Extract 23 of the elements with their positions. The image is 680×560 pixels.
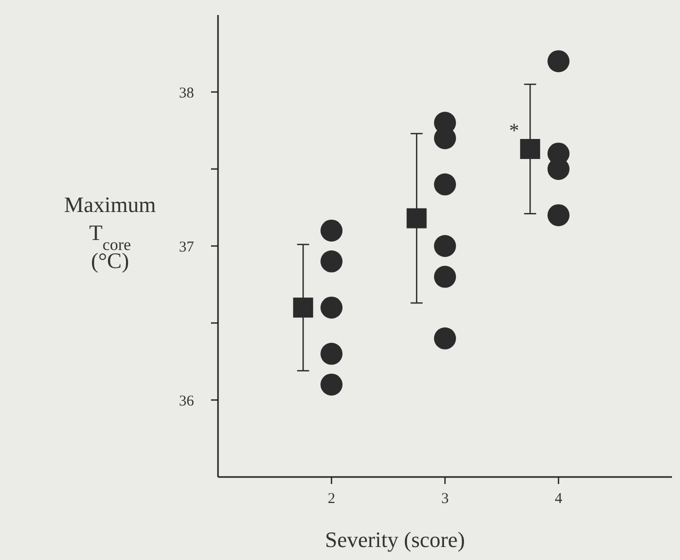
point [548,204,570,226]
x-tick-label: 2 [328,491,336,507]
point [320,250,342,272]
point [434,173,456,196]
point [548,50,570,72]
y-axis-title: Maximum T$_{core}$ (°C) [64,192,156,273]
x-tick-label: 4 [554,491,563,507]
point [293,298,314,318]
point [434,327,456,350]
point [520,138,540,159]
point [320,296,342,319]
y-tick-label: 36 [179,393,194,410]
point [434,235,456,257]
point [406,208,427,228]
point [320,220,342,242]
point [320,342,342,365]
y-tick-label: 37 [179,239,194,256]
point [434,266,456,288]
x-tick-label: 3 [441,491,449,507]
y-tick-label: 38 [179,85,194,102]
annotation: * [509,120,520,142]
x-axis-title: Severity (score) [325,527,465,552]
point [320,374,342,396]
